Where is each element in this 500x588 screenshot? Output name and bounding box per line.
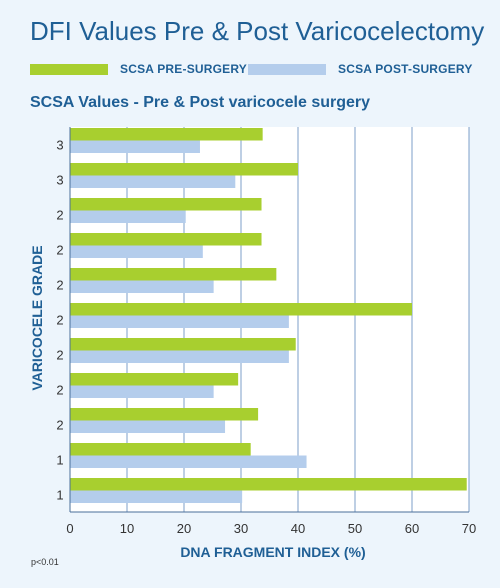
- bar-pre-surgery: [70, 303, 412, 316]
- bar-post-surgery: [70, 175, 236, 188]
- legend-label-post-surgery: SCSA POST-SURGERY: [338, 62, 473, 76]
- footnote: p<0.01: [31, 557, 59, 567]
- bar-pre-surgery: [70, 268, 277, 281]
- legend-item-post-surgery: SCSA POST-SURGERY: [248, 62, 473, 76]
- x-tick-label: 0: [66, 521, 73, 536]
- y-tick-label: 1: [56, 488, 63, 503]
- bar-post-surgery: [70, 455, 307, 468]
- bar-pre-surgery: [70, 478, 467, 491]
- y-tick-label: 2: [56, 418, 63, 433]
- y-tick-label: 2: [56, 208, 63, 223]
- x-tick-label: 10: [120, 521, 134, 536]
- bar-pre-surgery: [70, 408, 259, 421]
- x-tick-label: 50: [348, 521, 362, 536]
- bar-pre-surgery: [70, 128, 263, 141]
- bar-pre-surgery: [70, 163, 298, 176]
- y-tick-label: 1: [56, 453, 63, 468]
- chart-title: SCSA Values - Pre & Post varicocele surg…: [30, 94, 371, 111]
- y-axis-title: VARICOCELE GRADE: [29, 245, 45, 390]
- bar-post-surgery: [70, 245, 203, 258]
- x-tick-label: 30: [234, 521, 248, 536]
- bar-post-surgery: [70, 210, 186, 223]
- bar-post-surgery: [70, 420, 226, 433]
- legend-swatch-post-surgery: [248, 63, 326, 75]
- page-title: DFI Values Pre & Post Varicocelectomy: [30, 16, 485, 46]
- y-tick-label: 3: [56, 138, 63, 153]
- bar-pre-surgery: [70, 198, 262, 211]
- bar-pre-surgery: [70, 338, 296, 351]
- y-tick-label: 2: [56, 313, 63, 328]
- x-axis-title: DNA FRAGMENT INDEX (%): [180, 544, 365, 560]
- x-tick-label: 60: [405, 521, 419, 536]
- bar-pre-surgery: [70, 373, 239, 386]
- bar-post-surgery: [70, 385, 214, 398]
- x-tick-label: 70: [462, 521, 476, 536]
- bar-post-surgery: [70, 140, 200, 153]
- y-tick-label: 2: [56, 278, 63, 293]
- bar-post-surgery: [70, 315, 289, 328]
- y-tick-label: 2: [56, 383, 63, 398]
- y-tick-label: 2: [56, 348, 63, 363]
- bar-post-surgery: [70, 280, 214, 293]
- legend-label-pre-surgery: SCSA PRE-SURGERY: [120, 62, 247, 76]
- y-tick-label: 3: [56, 173, 63, 188]
- x-tick-label: 40: [291, 521, 305, 536]
- bar-post-surgery: [70, 490, 243, 503]
- x-tick-label: 20: [177, 521, 191, 536]
- bar-pre-surgery: [70, 233, 262, 246]
- bar-post-surgery: [70, 350, 289, 363]
- legend-swatch-pre-surgery: [30, 63, 108, 75]
- y-tick-label: 2: [56, 243, 63, 258]
- bar-pre-surgery: [70, 443, 251, 456]
- legend-item-pre-surgery: SCSA PRE-SURGERY: [30, 62, 247, 76]
